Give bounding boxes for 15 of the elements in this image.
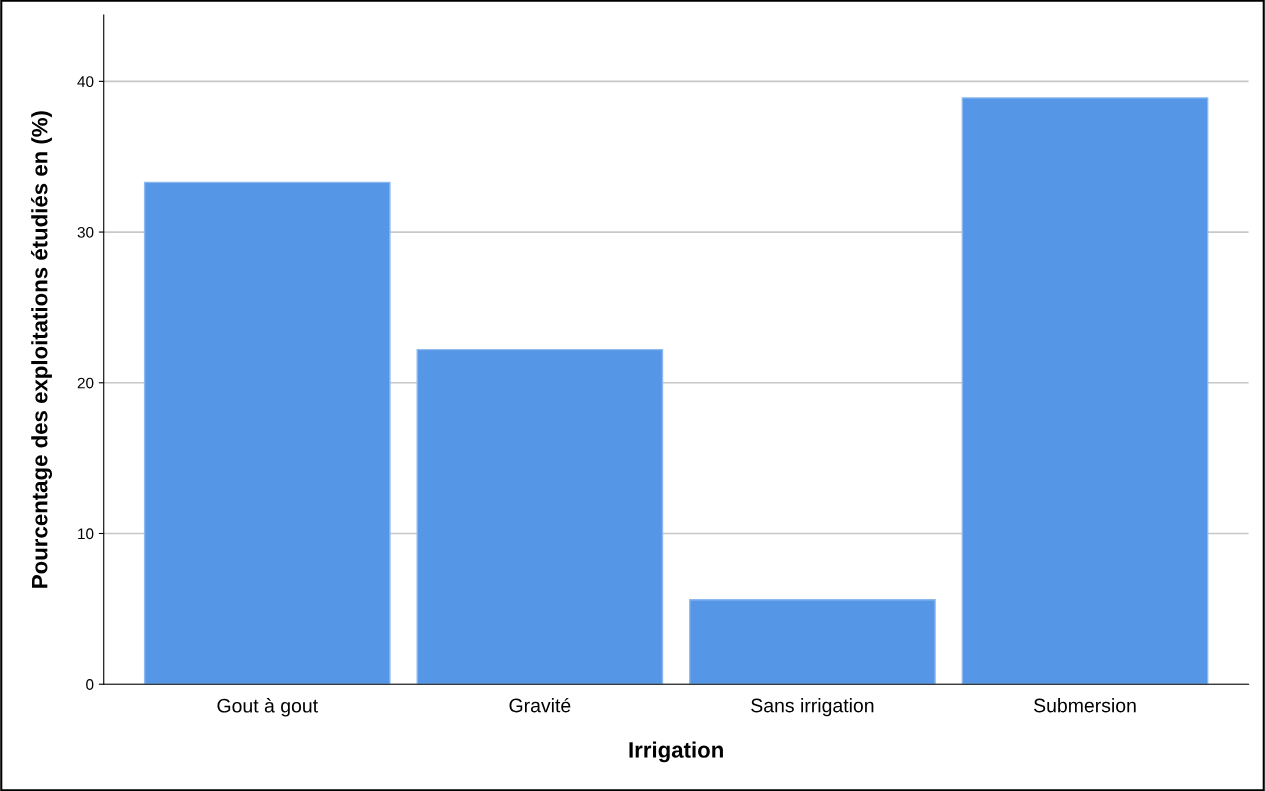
y-tick-label: 10 bbox=[78, 528, 94, 540]
bar bbox=[689, 599, 936, 685]
y-tick-label: 40 bbox=[77, 76, 94, 88]
y-tick-label: 0 bbox=[86, 679, 94, 690]
x-tick-label: Sans irrigation bbox=[751, 698, 874, 717]
x-tick-label: Gout à gout bbox=[217, 698, 318, 717]
x-tick-label: Gravité bbox=[509, 697, 571, 713]
bar bbox=[961, 97, 1209, 685]
x-axis-title: Irrigation bbox=[629, 741, 723, 763]
x-tick-label: Submersion bbox=[1034, 698, 1136, 713]
bar bbox=[416, 348, 664, 685]
y-tick-label: 30 bbox=[77, 226, 94, 238]
y-axis-title: Pourcentage des exploitations étudiés en (%) bbox=[31, 111, 53, 588]
y-tick-label: 20 bbox=[77, 377, 94, 389]
bar bbox=[143, 181, 391, 685]
